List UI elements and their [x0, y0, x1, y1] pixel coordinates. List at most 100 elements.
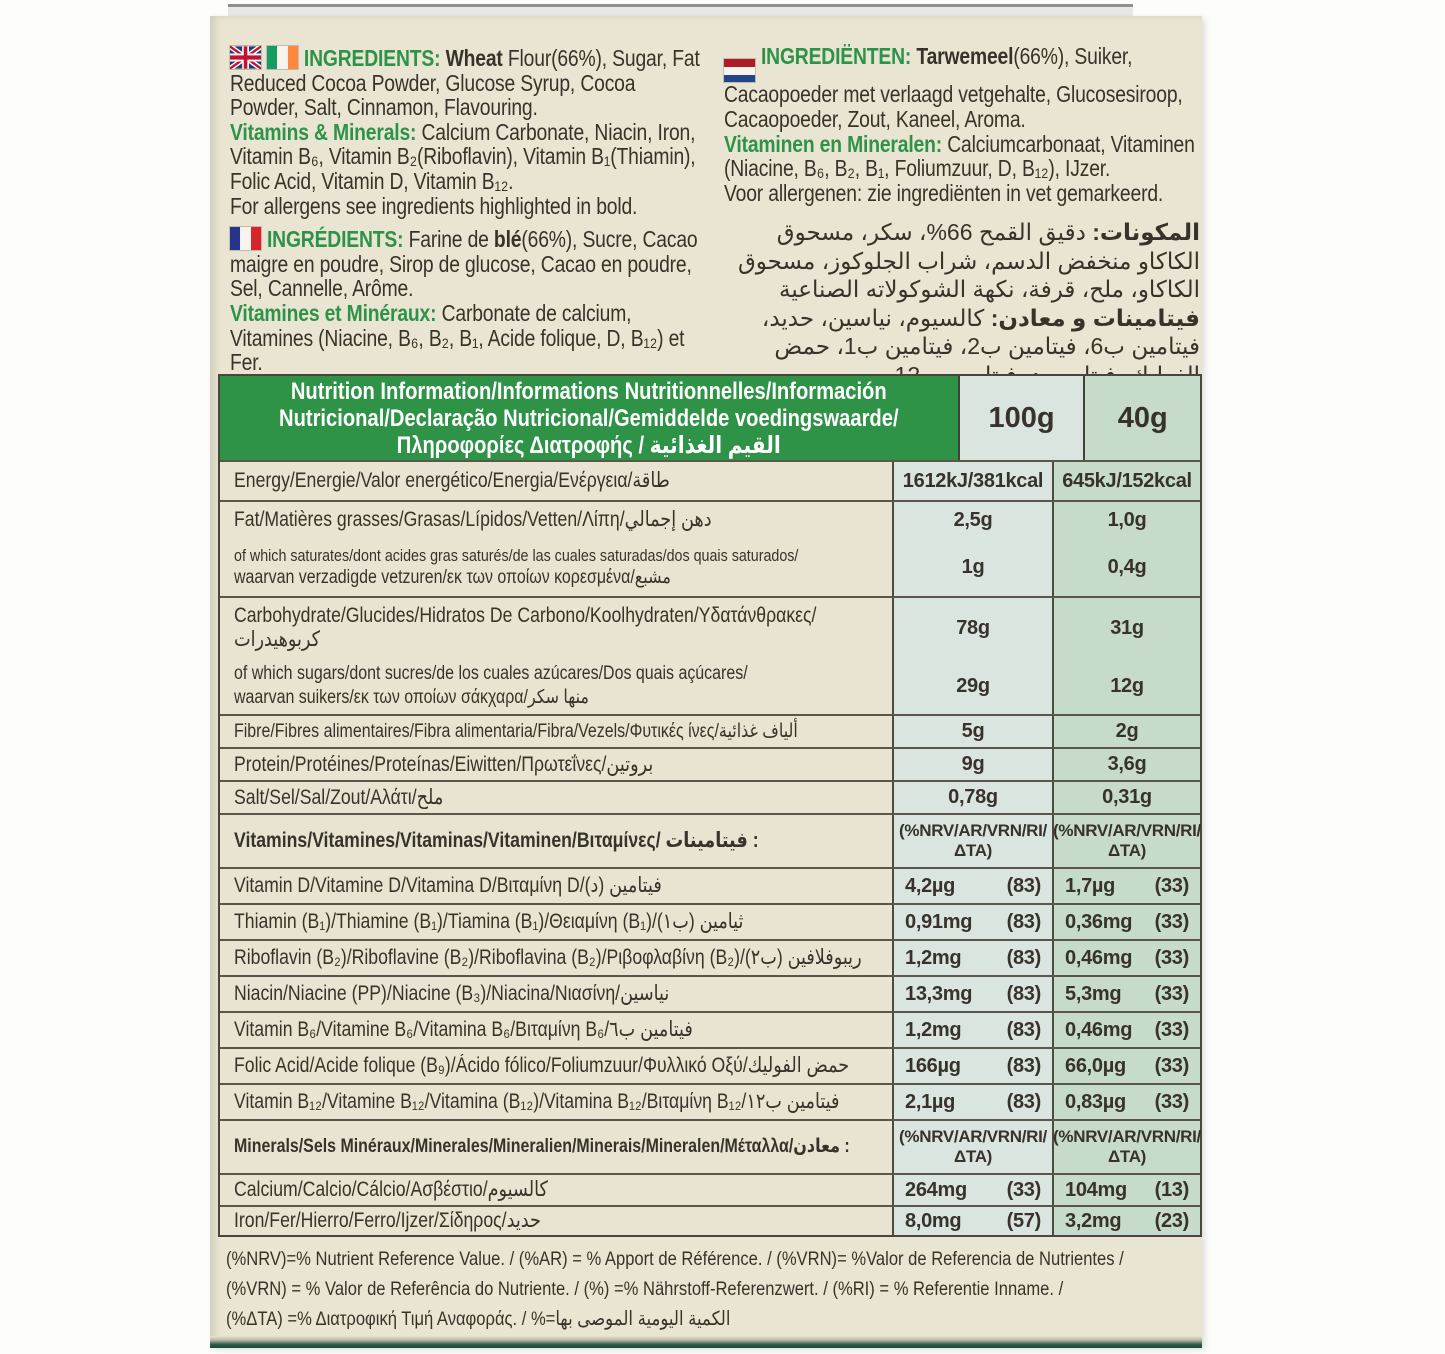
- value-40g: 12g: [1052, 658, 1200, 714]
- ingredients-ar-heading: المكونات:: [1092, 219, 1200, 246]
- row-vitamin-b12: Vitamin B₁₂/Vitamine B₁₂/Vitamina (B₁₂)/…: [220, 1083, 1200, 1119]
- vitamins-fr-text: Carbonate de calcium, Vitamines (Niacine…: [230, 299, 685, 376]
- value-100g: 2,5g: [892, 502, 1052, 538]
- value-40g: 66,0µg (33): [1052, 1049, 1200, 1083]
- value-100g: 0,91mg (83): [892, 905, 1052, 939]
- footnote-line1: (%NRV)=% Nutrient Reference Value. / (%A…: [226, 1248, 1124, 1270]
- box-bottom-edge: [210, 1336, 1202, 1348]
- row-label-line2: waarvan verzadigde vetzuren/εκ των οποίω…: [234, 566, 671, 588]
- value-40g: 1,0g: [1052, 502, 1200, 538]
- row-niacin: Niacin/Niacine (PP)/Niacine (B₃)/Niacina…: [220, 975, 1200, 1011]
- value-100g: 166µg (83): [892, 1049, 1052, 1083]
- nutrition-table: Nutrition Information/Informations Nutri…: [218, 374, 1202, 1237]
- ingredients-section: INGREDIENTS: Wheat Flour(66%), Sugar, Fa…: [228, 44, 1200, 416]
- row-label-line1: of which saturates/dont acides gras satu…: [234, 545, 799, 565]
- value-40g: 3,2mg (23): [1052, 1207, 1200, 1235]
- ingredients-nl-heading: INGREDIËNTEN:: [760, 43, 912, 69]
- row-label-line2: waarvan suikers/εκ των οποίων σάκχαρα/من…: [234, 687, 589, 708]
- value-100g: 1g: [892, 538, 1052, 596]
- row-label: Niacin/Niacine (PP)/Niacine (B₃)/Niacina…: [234, 982, 670, 1005]
- row-label: Salt/Sel/Sal/Zout/Αλάτι/ملح: [234, 785, 444, 809]
- netherlands-flag-icon: [723, 58, 756, 84]
- value-100g: 2,1µg (83): [892, 1085, 1052, 1119]
- value-40g: 3,6g: [1052, 749, 1200, 780]
- vitamins-en-heading: Vitamins & Minerals:: [230, 118, 417, 145]
- row-label: Iron/Fer/Hierro/Ferro/Ijzer/Σίδηρος/حديد: [234, 1209, 541, 1232]
- ingredients-right-column: INGREDIËNTEN: Tarwemeel(66%), Suiker, Ca…: [723, 43, 1202, 418]
- value-100g: 0,78g: [892, 782, 1052, 813]
- ingredients-fr-text: (66%), Sucre, Cacao maigre en poudre, Si…: [230, 226, 698, 302]
- row-label: Fat/Matières grasses/Grasas/Lípidos/Vett…: [234, 508, 712, 531]
- ingredients-en: INGREDIENTS: Wheat Flour(66%), Sugar, Fa…: [228, 44, 702, 121]
- france-flag-icon: [229, 226, 262, 252]
- ingredients-en-text: Flour(66%), Sugar, Fat Reduced Cocoa Pow…: [230, 45, 700, 121]
- value-40g: 104mg (13): [1052, 1175, 1200, 1205]
- uk-flag-icon: [228, 44, 263, 71]
- row-saturates: of which saturates/dont acides gras satu…: [220, 538, 1200, 596]
- row-label: Energy/Energie/Valor energético/Energia/…: [234, 469, 670, 492]
- nrv-header-40g: (%NRV/AR/VRN/RI/ΔTA): [1052, 815, 1201, 867]
- ingredients-left-column: INGREDIENTS: Wheat Flour(66%), Sugar, Fa…: [228, 44, 702, 399]
- value-100g: 78g: [892, 598, 1052, 658]
- row-vitamins-section: Vitamins/Vitamines/Vitaminas/Vitaminen/Β…: [220, 813, 1201, 867]
- value-100g: 9g: [892, 749, 1052, 780]
- vitamins-nl-heading: Vitaminen en Mineralen:: [724, 130, 943, 157]
- ingredients-en-heading: INGREDIENTS:: [303, 45, 441, 71]
- value-100g: 264mg (33): [892, 1175, 1052, 1205]
- row-label: Calcium/Calcio/Cálcio/Ασβέστιο/كالسيوم: [234, 1178, 548, 1201]
- value-100g: 4,2µg (83): [892, 869, 1052, 903]
- box-top-edge: [210, 16, 1202, 30]
- section-label: Minerals/Sels Minéraux/Minerales/Mineral…: [234, 1136, 850, 1157]
- value-40g: 0,46mg (33): [1052, 941, 1200, 975]
- row-label-line2: كربوهيدرات: [234, 628, 321, 651]
- value-40g: 0,83µg (33): [1052, 1085, 1200, 1119]
- row-label-line1: Carbohydrate/Glucides/Hidratos De Carbon…: [234, 604, 817, 627]
- ingredients-fr-heading: INGRÉDIENTS:: [266, 226, 404, 253]
- row-label-line1: of which sugars/dont sucres/de los cuale…: [234, 663, 748, 684]
- column-header-40g: 40g: [1083, 376, 1200, 460]
- value-100g: 13,3mg (83): [892, 977, 1052, 1011]
- allergen-bold-ble: blé: [493, 226, 522, 253]
- value-40g: 0,36mg (33): [1052, 905, 1200, 939]
- cereal-box-back-panel: INGREDIENTS: Wheat Flour(66%), Sugar, Fa…: [210, 16, 1202, 1348]
- value-40g: 1,7µg (33): [1052, 869, 1200, 903]
- value-40g: 0,46mg (33): [1052, 1013, 1200, 1047]
- row-fibre: Fibre/Fibres alimentaires/Fibra alimenta…: [220, 714, 1200, 747]
- row-riboflavin-b2: Riboflavin (B₂)/Riboflavine (B₂)/Ribofla…: [220, 939, 1200, 975]
- value-100g: 8,0mg (57): [892, 1207, 1052, 1235]
- row-fat: Fat/Matières grasses/Grasas/Lípidos/Vett…: [220, 500, 1200, 538]
- footnote-line2: (%VRN) = % Valor de Referência do Nutrie…: [226, 1278, 1064, 1300]
- row-carbohydrate: Carbohydrate/Glucides/Hidratos De Carbon…: [220, 596, 1200, 658]
- row-label: Protein/Protéines/Proteínas/Eiwitten/Πρω…: [234, 752, 654, 776]
- row-vitamin-b6: Vitamin B₆/Vitamine B₆/Vitamina B₆/Βιταμ…: [220, 1011, 1200, 1047]
- section-label: Vitamins/Vitamines/Vitaminas/Vitaminen/Β…: [234, 829, 759, 852]
- ingredients-fr: INGRÉDIENTS: Farine de blé(66%), Sucre, …: [229, 226, 702, 302]
- row-label: Vitamin B₁₂/Vitamine B₁₂/Vitamina (B₁₂)/…: [234, 1090, 840, 1113]
- vitamins-fr-heading: Vitamines et Minéraux:: [230, 299, 437, 326]
- value-100g: 5g: [892, 716, 1052, 747]
- ingredients-ar-text: المكونات: دقيق القمح 66%، سكر، مسحوق الك…: [737, 219, 1200, 303]
- allergen-bold-tarwemeel: Tarwemeel: [911, 43, 1014, 69]
- row-sugars: of which sugars/dont sucres/de los cuale…: [220, 658, 1200, 714]
- row-folic-acid: Folic Acid/Acide folique (B₉)/Ácido fóli…: [220, 1047, 1200, 1083]
- row-label: Vitamin B₆/Vitamine B₆/Vitamina B₆/Βιταμ…: [234, 1018, 693, 1041]
- vitamins-minerals-nl: Vitaminen en Mineralen: Calciumcarbonaat…: [724, 130, 1201, 181]
- nrv-header-100g: (%NRV/AR/VRN/RI/ΔTA): [892, 1121, 1052, 1173]
- ingredients-nl-text: (66%), Suiker, Cacaopoeder met verlaagd …: [724, 43, 1183, 132]
- column-header-100g: 100g: [957, 376, 1084, 460]
- value-40g: 2g: [1052, 716, 1200, 747]
- row-minerals-section: Minerals/Sels Minéraux/Minerales/Mineral…: [220, 1119, 1201, 1173]
- table-header-row: Nutrition Information/Informations Nutri…: [220, 376, 1200, 460]
- row-label: Folic Acid/Acide folique (B₉)/Ácido fóli…: [234, 1054, 850, 1077]
- value-100g: 1,2mg (83): [892, 1013, 1052, 1047]
- ireland-flag-icon: [266, 45, 299, 70]
- row-energy: Energy/Energie/Valor energético/Energia/…: [220, 460, 1200, 500]
- row-label: Thiamin (B₁)/Thiamine (B₁)/Tiamina (B₁)/…: [234, 910, 744, 933]
- row-vitamin-d: Vitamin D/Vitamine D/Vitamina D/Βιταμίνη…: [220, 867, 1200, 903]
- ingredients-fr-pre: Farine de: [403, 226, 494, 253]
- vitamins-minerals-en: Vitamins & Minerals: Calcium Carbonate, …: [230, 118, 702, 194]
- allergen-note-en: For allergens see ingredients highlighte…: [230, 192, 638, 219]
- value-100g: 1,2mg (83): [892, 941, 1052, 975]
- row-label: Vitamin D/Vitamine D/Vitamina D/Βιταμίνη…: [234, 874, 662, 897]
